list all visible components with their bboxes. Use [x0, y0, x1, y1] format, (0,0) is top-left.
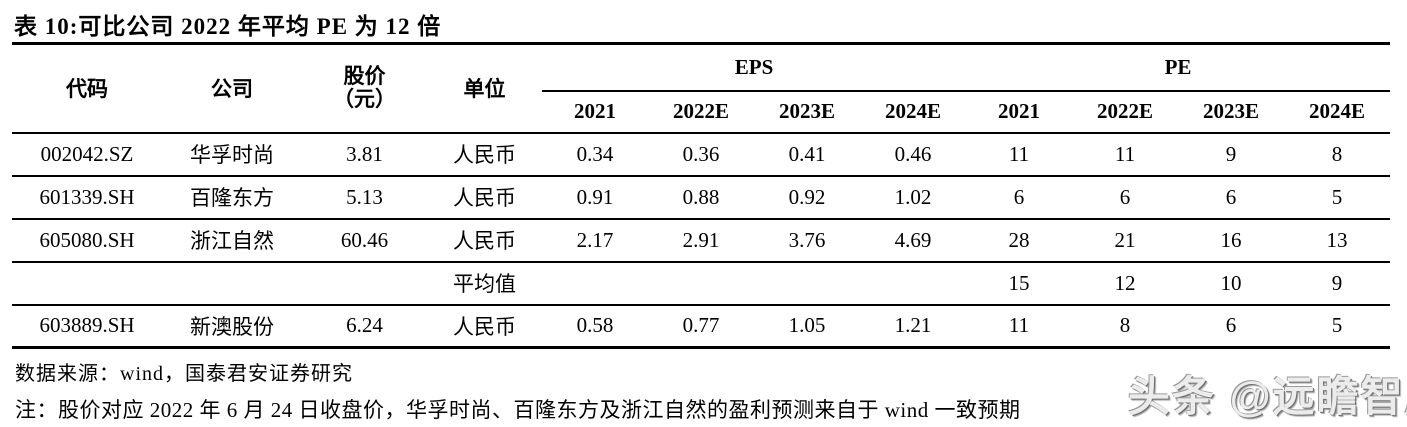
col-header-pe-2021: 2021: [966, 90, 1073, 134]
cell-pe-2022e: 8: [1119, 313, 1131, 338]
cell-empty: [648, 261, 754, 306]
cell-empty: [754, 261, 860, 306]
cell-avg-pe-2024e: 9: [1284, 261, 1391, 306]
cell-pe-2023e: 6: [1178, 175, 1285, 220]
cell-eps-2022e: 0.36: [648, 132, 754, 177]
header-group-row: 代码 公司 股价 （元） 单位 EPS PE: [12, 43, 1391, 134]
cell-pe-2023e: 6: [1225, 313, 1237, 338]
price-basis-note: 注：股价对应 2022 年 6 月 24 日收盘价，华孚时尚、百隆东方及浙江自然…: [15, 398, 1021, 422]
cell-pe-2024e: 5: [1284, 175, 1391, 220]
cell-pe-2022e: 6: [1072, 175, 1179, 220]
cell-eps-2021: 2.17: [542, 218, 648, 263]
table-title: 表 10:可比公司 2022 年平均 PE 为 12 倍: [14, 14, 442, 39]
col-header-pe-2022e: 2022E: [1072, 90, 1179, 134]
cell-pe-2023e: 16: [1178, 218, 1285, 263]
cell-avg-pe-2021: 15: [966, 261, 1073, 306]
cell-pe-2021: 11: [1008, 313, 1030, 338]
cell-eps-2024e: 0.46: [860, 132, 967, 177]
cell-company: 百隆东方: [162, 175, 302, 220]
col-header-eps-2022e: 2022E: [648, 90, 754, 134]
cell-company: 浙江自然: [162, 218, 302, 263]
cell-price: 60.46: [302, 218, 427, 263]
cell-pe-2022e: 11: [1072, 132, 1179, 177]
col-header-price: 股价 （元）: [302, 43, 427, 134]
cell-pe-2024e: 5: [1331, 313, 1343, 338]
header-years-row: 2021 2022E 2023E 2024E 2021 2022E 2023E …: [12, 90, 1391, 134]
col-header-pe-2024e: 2024E: [1284, 90, 1391, 134]
col-header-code: 代码: [12, 43, 162, 134]
cell-pe-2023e: 9: [1178, 132, 1285, 177]
cell-eps-2023e: 3.76: [754, 218, 860, 263]
col-header-eps-2021: 2021: [542, 90, 648, 134]
cell-unit: 人民币: [427, 218, 542, 263]
cell-pe-2024e: 13: [1284, 218, 1391, 263]
cell-empty: [860, 261, 967, 306]
cell-pe-2024e: 8: [1284, 132, 1391, 177]
cell-code: 601339.SH: [12, 175, 162, 220]
cell-avg-pe-2023e: 10: [1178, 261, 1285, 306]
data-source-note: 数据来源：wind，国泰君安证券研究: [15, 363, 353, 385]
comparable-companies-table: 代码 公司 股价 （元） 单位 EPS PE 2021 2022E 2023E …: [12, 42, 1391, 349]
col-header-company: 公司: [162, 43, 302, 134]
watermark-toutiao-yuanzhan: 头条 @远瞻智库: [1128, 373, 1407, 420]
cell-pe-2021: 6: [966, 175, 1073, 220]
cell-average-label: 平均值: [427, 261, 542, 306]
col-group-eps: EPS: [542, 43, 967, 92]
col-group-pe: PE: [966, 43, 1391, 92]
cell-code: 002042.SZ: [12, 132, 162, 177]
col-header-price-line1: 股价: [343, 64, 386, 89]
cell-unit: 人民币: [427, 175, 542, 220]
table-row-zhejiang: 605080.SH 浙江自然 60.46 人民币 2.17 2.91 3.76 …: [12, 218, 1391, 263]
cell-price: 3.81: [302, 132, 427, 177]
cell-company: 华孚时尚: [162, 132, 302, 177]
cell-empty: [302, 261, 427, 306]
col-header-unit: 单位: [427, 43, 542, 134]
cell-empty: [162, 261, 302, 306]
col-header-eps-2024e: 2024E: [860, 90, 967, 134]
col-header-pe-2023e: 2023E: [1178, 90, 1285, 134]
table-row-bailong: 601339.SH 百隆东方 5.13 人民币 0.91 0.88 0.92 1…: [12, 175, 1391, 220]
cell-eps-2021: 0.58: [576, 313, 614, 338]
cell-empty: [542, 261, 648, 306]
col-header-price-line2: （元）: [333, 87, 396, 112]
cell-eps-2023e: 1.05: [788, 313, 826, 338]
cell-eps-2024e: 1.02: [860, 175, 967, 220]
cell-pe-2021: 11: [966, 132, 1073, 177]
cell-pe-2022e: 21: [1072, 218, 1179, 263]
cell-unit: 人民币: [427, 132, 542, 177]
cell-eps-2021: 0.34: [542, 132, 648, 177]
cell-eps-2021: 0.91: [542, 175, 648, 220]
table-row-average: 平均值 15 12 10 9: [12, 261, 1391, 306]
cell-unit: 人民币: [453, 314, 516, 339]
cell-avg-pe-2022e: 12: [1072, 261, 1179, 306]
col-header-eps-2023e: 2023E: [754, 90, 860, 134]
cell-eps-2022e: 0.88: [648, 175, 754, 220]
cell-empty: [12, 261, 162, 306]
cell-eps-2024e: 4.69: [860, 218, 967, 263]
cell-price: 6.24: [346, 313, 383, 338]
table-row-huafu: 002042.SZ 华孚时尚 3.81 人民币 0.34 0.36 0.41 0…: [12, 132, 1391, 177]
cell-pe-2021: 28: [966, 218, 1073, 263]
cell-eps-2022e: 2.91: [648, 218, 754, 263]
cell-code: 605080.SH: [12, 218, 162, 263]
cell-eps-2024e: 1.21: [894, 313, 932, 338]
cell-eps-2023e: 0.92: [754, 175, 860, 220]
cell-eps-2023e: 0.41: [754, 132, 860, 177]
cell-company: 新澳股份: [190, 314, 274, 339]
cell-code: 603889.SH: [39, 313, 135, 338]
cell-eps-2022e: 0.77: [682, 313, 720, 338]
cell-price: 5.13: [302, 175, 427, 220]
table-row-xinao: 603889.SH 新澳股份 6.24 人民币 0.58 0.77 1.05 1…: [12, 305, 1390, 348]
